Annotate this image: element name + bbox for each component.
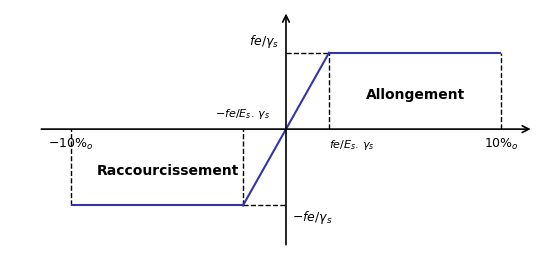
Text: $-10\%_o$: $-10\%_o$ (48, 137, 94, 152)
Text: $-fe/E_s.\,\gamma_s$: $-fe/E_s.\,\gamma_s$ (216, 108, 271, 122)
Text: Raccourcissement: Raccourcissement (96, 164, 239, 178)
Text: Allongement: Allongement (366, 88, 465, 102)
Text: $-fe/\gamma_s$: $-fe/\gamma_s$ (293, 209, 333, 226)
Text: $fe/\gamma_s$: $fe/\gamma_s$ (250, 33, 279, 51)
Text: $fe/E_s.\,\gamma_s$: $fe/E_s.\,\gamma_s$ (329, 138, 375, 152)
Text: $10\%_o$: $10\%_o$ (484, 137, 519, 152)
